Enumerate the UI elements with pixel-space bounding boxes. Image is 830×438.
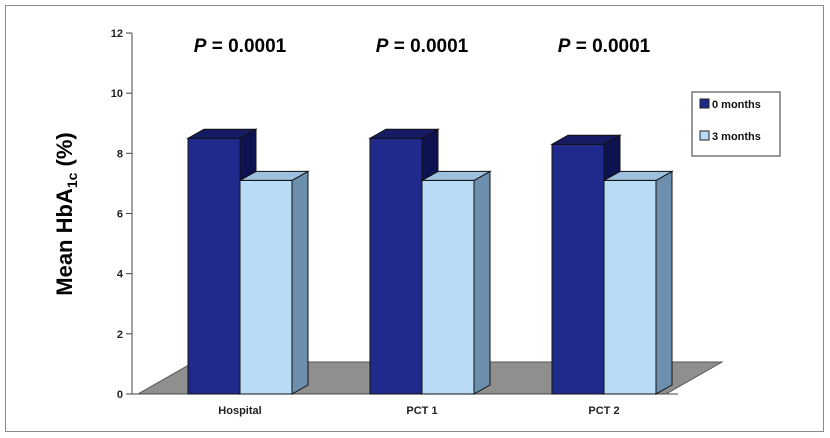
y-tick-group: 0 2 4 6 8 10 12 <box>111 28 132 401</box>
p-value-group: P = 0.0001 P = 0.0001 P = 0.0001 <box>194 36 651 57</box>
bar-front <box>551 143 605 395</box>
x-tick-label: PCT 1 <box>406 405 437 417</box>
legend-label-3-months: 3 months <box>712 131 761 143</box>
bar-pct-2-3-months <box>602 170 674 395</box>
p-value-annotation: P = 0.0001 <box>194 36 287 57</box>
bar-group <box>186 128 674 395</box>
y-tick-label: 10 <box>111 88 123 100</box>
legend-swatch-3-months <box>699 130 710 141</box>
bar-top <box>368 128 440 139</box>
bar-side <box>473 170 491 395</box>
y-tick-label: 2 <box>117 329 123 341</box>
bar-front <box>187 137 241 395</box>
bar-front <box>369 137 423 395</box>
y-tick-label: 6 <box>117 209 123 221</box>
bar-top <box>186 128 258 139</box>
p-value-annotation: P = 0.0001 <box>558 36 651 57</box>
bar-hospital-3-months <box>238 170 310 395</box>
bar-side <box>655 170 673 395</box>
bar-top <box>420 170 492 181</box>
category-label-group: Hospital PCT 1 PCT 2 <box>218 405 619 417</box>
legend: 0 months 3 months <box>691 91 781 157</box>
bar-front <box>421 179 475 395</box>
legend-swatch-0-months <box>699 98 710 109</box>
bar-side <box>291 170 309 395</box>
y-tick-label: 12 <box>111 28 123 40</box>
y-tick-label: 8 <box>117 148 123 160</box>
y-axis-title: Mean HbA1c (%) <box>52 132 80 295</box>
bar-top <box>550 134 622 145</box>
y-tick-label: 4 <box>117 269 124 281</box>
bar-front <box>239 179 293 395</box>
x-tick-label: Hospital <box>218 405 261 417</box>
x-tick-label: PCT 2 <box>588 405 619 417</box>
bar-front <box>603 179 657 395</box>
bar-top <box>602 170 674 181</box>
y-tick-label: 0 <box>117 389 123 401</box>
legend-label-0-months: 0 months <box>712 99 761 111</box>
bar-top <box>238 170 310 181</box>
p-value-annotation: P = 0.0001 <box>376 36 469 57</box>
bar-pct-1-3-months <box>420 170 492 395</box>
